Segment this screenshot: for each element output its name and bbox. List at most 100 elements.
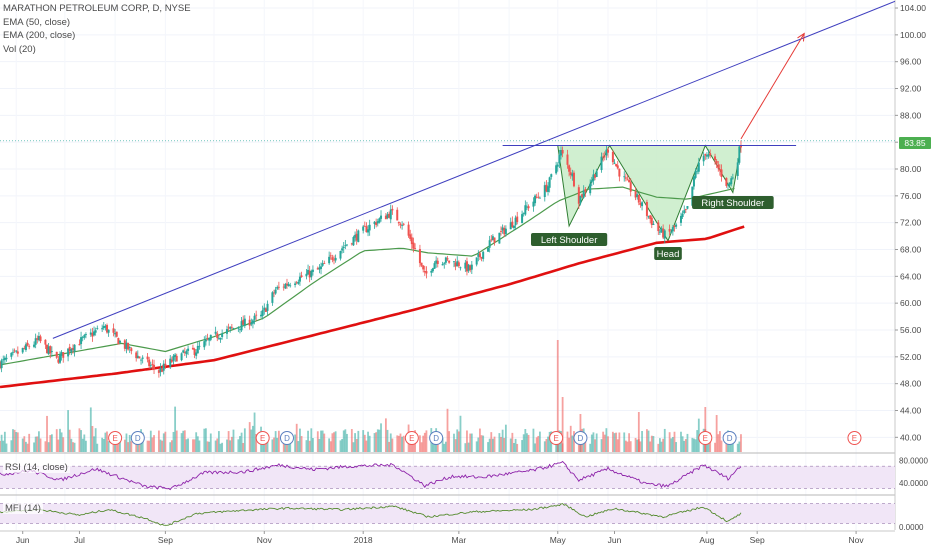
candle-body	[10, 352, 13, 357]
volume-bar	[626, 441, 629, 452]
candle-body	[376, 221, 379, 224]
volume-bar	[707, 439, 710, 452]
candle-body	[271, 292, 274, 303]
candle-body	[141, 357, 144, 359]
candle-body	[615, 164, 618, 167]
candle-body	[647, 216, 650, 218]
volume-bar	[226, 439, 228, 452]
candle-body	[344, 245, 347, 247]
candle-body	[339, 250, 342, 259]
volume-bar	[673, 431, 676, 452]
volume-bar	[714, 442, 716, 452]
volume-bar	[594, 439, 596, 452]
candle-body	[60, 352, 63, 356]
volume-bar	[457, 431, 460, 452]
volume-bar	[282, 442, 285, 452]
candle-body	[409, 234, 412, 239]
volume-bar	[193, 439, 196, 452]
volume-bar	[172, 431, 175, 452]
volume-bar	[187, 438, 189, 452]
candle-body	[44, 339, 47, 345]
candle-body	[46, 344, 49, 354]
volume-spike	[704, 407, 707, 452]
x-tick-label: Sep	[750, 535, 765, 545]
volume-bar	[443, 443, 446, 452]
candle-body	[5, 357, 8, 360]
candle-body	[71, 348, 74, 350]
candle-body	[555, 165, 558, 174]
candle-body	[221, 333, 224, 337]
candle-body	[465, 261, 468, 272]
candle-body	[538, 197, 541, 199]
volume-bar	[203, 428, 206, 452]
candle-body	[298, 276, 301, 282]
earnings-marker	[255, 431, 270, 445]
candle-body	[602, 156, 605, 158]
volume-bar	[480, 435, 483, 452]
candle-body	[639, 202, 642, 205]
candle-body	[375, 222, 378, 226]
candle-body	[498, 232, 501, 244]
volume-bar	[47, 442, 50, 452]
dividend-marker	[279, 431, 294, 445]
volume-bar	[362, 430, 365, 452]
earnings-marker	[404, 431, 419, 445]
candle-body	[289, 285, 292, 287]
volume-bar	[354, 433, 356, 452]
candle-body	[107, 329, 110, 333]
earnings-marker	[108, 431, 123, 445]
candle-body	[425, 271, 428, 274]
candle-body	[180, 353, 183, 361]
candle-body	[196, 345, 199, 354]
volume-bar	[62, 437, 65, 452]
candle-body	[679, 215, 682, 223]
volume-bar	[589, 443, 592, 452]
candle-body	[195, 352, 198, 356]
x-tick-label: Jun	[16, 535, 30, 545]
mfi-pane-label[interactable]: MFI (14)	[3, 503, 43, 514]
rsi-pane-label[interactable]: RSI (14, close)	[3, 462, 70, 473]
candle-body	[444, 257, 447, 263]
volume-bar	[216, 438, 219, 452]
volume-bar	[693, 438, 695, 452]
candle-body	[49, 346, 52, 354]
rsi-band	[0, 466, 895, 489]
volume-bar	[568, 437, 571, 452]
candle-body	[582, 190, 585, 198]
volume-bar	[149, 430, 152, 452]
volume-bar	[605, 428, 608, 452]
volume-bar	[628, 433, 630, 452]
legend-ema200[interactable]: EMA (200, close)	[3, 30, 76, 41]
y-tick-label: 68.00	[900, 245, 922, 255]
volume-bar	[106, 431, 108, 452]
candle-body	[649, 215, 652, 219]
volume-bar	[162, 433, 165, 452]
annotation-label: Right Shoulder	[701, 198, 764, 209]
candle-body	[581, 194, 584, 197]
volume-bar	[318, 438, 321, 452]
volume-bar	[217, 431, 220, 452]
candle-body	[36, 338, 39, 340]
candle-body	[399, 224, 402, 226]
volume-bar	[91, 425, 94, 452]
volume-bar	[454, 439, 457, 452]
volume-bar	[547, 436, 549, 452]
volume-bar	[419, 435, 421, 452]
legend-ema50[interactable]: EMA (50, close)	[3, 16, 71, 28]
legend-volume[interactable]: Vol (20)	[3, 43, 36, 55]
volume-bar	[316, 431, 319, 452]
volume-bar	[94, 428, 97, 452]
candle-body	[430, 270, 433, 273]
candle-body	[658, 231, 661, 233]
volume-bar	[0, 434, 3, 452]
volume-bar	[102, 438, 105, 452]
volume-bar	[227, 431, 230, 452]
y-tick-label: 100.00	[900, 30, 926, 40]
volume-bar	[425, 430, 428, 452]
volume-bar	[380, 423, 382, 452]
candle-body	[26, 342, 29, 346]
volume-bar	[376, 429, 379, 452]
candle-body	[521, 214, 524, 223]
candle-body	[522, 212, 525, 214]
